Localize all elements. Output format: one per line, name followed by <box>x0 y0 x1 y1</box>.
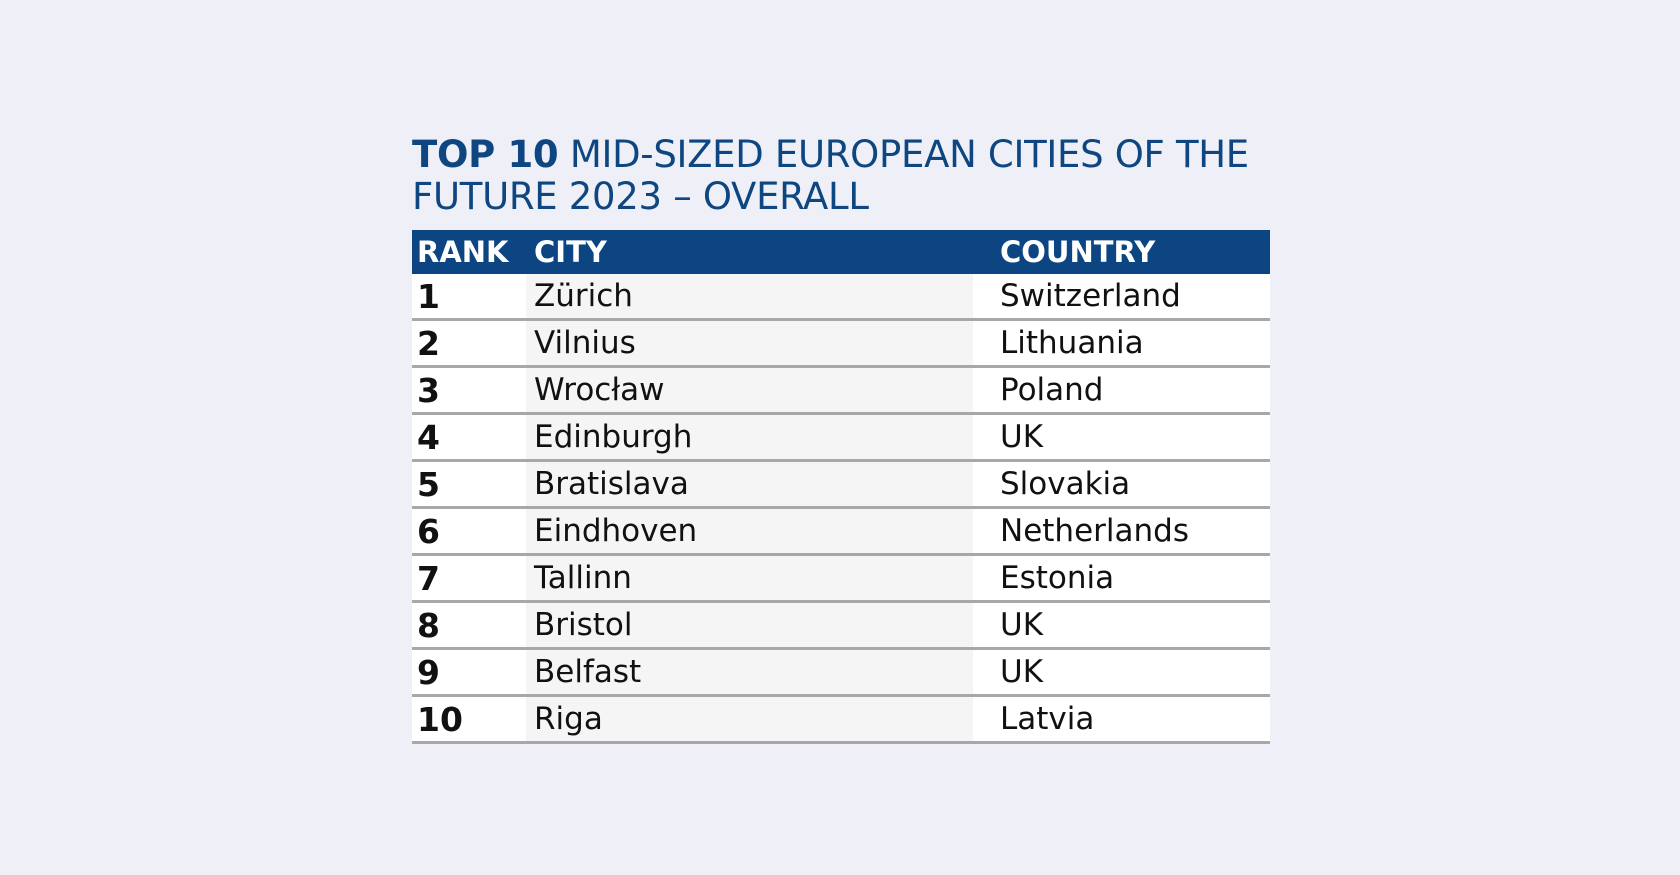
rank-cell: 6 <box>412 507 526 556</box>
rank-cell: 8 <box>412 601 526 650</box>
table-row: 5 Bratislava Slovakia <box>412 460 1270 509</box>
city-cell: Riga <box>526 695 973 744</box>
ranking-panel: TOP 10 MID-SIZED EUROPEAN CITIES OF THE … <box>412 134 1270 744</box>
column-header-rank: RANK <box>417 235 509 269</box>
table-row: 9 Belfast UK <box>412 648 1270 697</box>
country-cell: UK <box>973 413 1270 462</box>
city-cell: Wrocław <box>526 366 973 415</box>
table-header-row: RANK CITY COUNTRY <box>412 230 1270 274</box>
page-title: TOP 10 MID-SIZED EUROPEAN CITIES OF THE … <box>412 134 1270 218</box>
table-row: 7 Tallinn Estonia <box>412 554 1270 603</box>
rank-cell: 1 <box>412 274 526 321</box>
column-header-city: CITY <box>534 235 607 269</box>
city-cell: Edinburgh <box>526 413 973 462</box>
city-cell: Bristol <box>526 601 973 650</box>
country-cell: Lithuania <box>973 319 1270 368</box>
country-cell: Latvia <box>973 695 1270 744</box>
rank-cell: 3 <box>412 366 526 415</box>
table-row: 2 Vilnius Lithuania <box>412 319 1270 368</box>
rank-cell: 7 <box>412 554 526 603</box>
table-header: RANK CITY COUNTRY <box>412 230 1270 274</box>
country-cell: UK <box>973 648 1270 697</box>
table-row: 1 Zürich Switzerland <box>412 274 1270 321</box>
country-cell: Poland <box>973 366 1270 415</box>
table-row: 8 Bristol UK <box>412 601 1270 650</box>
city-cell: Vilnius <box>526 319 973 368</box>
rank-cell: 5 <box>412 460 526 509</box>
country-cell: Switzerland <box>973 274 1270 321</box>
country-cell: Estonia <box>973 554 1270 603</box>
title-text: MID-SIZED EUROPEAN CITIES OF THE FUTURE … <box>412 133 1249 218</box>
table-row: 4 Edinburgh UK <box>412 413 1270 462</box>
rank-cell: 2 <box>412 319 526 368</box>
country-cell: UK <box>973 601 1270 650</box>
country-cell: Slovakia <box>973 460 1270 509</box>
ranking-table: RANK CITY COUNTRY 1 Zürich Switzerland 2… <box>412 230 1270 744</box>
city-cell: Eindhoven <box>526 507 973 556</box>
city-cell: Zürich <box>526 274 973 321</box>
city-cell: Bratislava <box>526 460 973 509</box>
city-cell: Tallinn <box>526 554 973 603</box>
table-row: 3 Wrocław Poland <box>412 366 1270 415</box>
title-highlight: TOP 10 <box>412 133 559 176</box>
rank-cell: 9 <box>412 648 526 697</box>
table-body: 1 Zürich Switzerland 2 Vilnius Lithuania… <box>412 274 1270 744</box>
table-row: 6 Eindhoven Netherlands <box>412 507 1270 556</box>
city-cell: Belfast <box>526 648 973 697</box>
rank-cell: 10 <box>412 695 526 744</box>
column-header-country: COUNTRY <box>1000 235 1156 269</box>
country-cell: Netherlands <box>973 507 1270 556</box>
rank-cell: 4 <box>412 413 526 462</box>
table-row: 10 Riga Latvia <box>412 695 1270 744</box>
